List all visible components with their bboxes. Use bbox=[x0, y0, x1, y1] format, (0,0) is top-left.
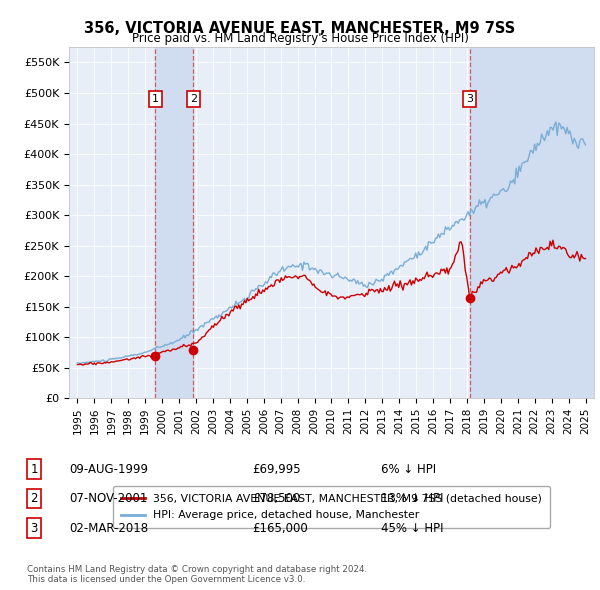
Text: 3: 3 bbox=[31, 522, 38, 535]
Text: 09-AUG-1999: 09-AUG-1999 bbox=[69, 463, 148, 476]
Text: 07-NOV-2001: 07-NOV-2001 bbox=[69, 492, 148, 505]
Bar bbox=[470, 47, 594, 398]
Text: 6% ↓ HPI: 6% ↓ HPI bbox=[381, 463, 436, 476]
Text: 1: 1 bbox=[152, 94, 159, 104]
Text: 2: 2 bbox=[190, 94, 197, 104]
Text: 1: 1 bbox=[31, 463, 38, 476]
Text: £69,995: £69,995 bbox=[252, 463, 301, 476]
Text: Contains HM Land Registry data © Crown copyright and database right 2024.
This d: Contains HM Land Registry data © Crown c… bbox=[27, 565, 367, 584]
Text: 13% ↓ HPI: 13% ↓ HPI bbox=[381, 492, 443, 505]
Text: 2: 2 bbox=[31, 492, 38, 505]
Legend: 356, VICTORIA AVENUE EAST, MANCHESTER, M9 7SS (detached house), HPI: Average pri: 356, VICTORIA AVENUE EAST, MANCHESTER, M… bbox=[113, 486, 550, 528]
Text: £78,500: £78,500 bbox=[252, 492, 300, 505]
Text: £165,000: £165,000 bbox=[252, 522, 308, 535]
Text: Price paid vs. HM Land Registry's House Price Index (HPI): Price paid vs. HM Land Registry's House … bbox=[131, 32, 469, 45]
Text: 45% ↓ HPI: 45% ↓ HPI bbox=[381, 522, 443, 535]
Bar bbox=[155, 47, 193, 398]
Text: 356, VICTORIA AVENUE EAST, MANCHESTER, M9 7SS: 356, VICTORIA AVENUE EAST, MANCHESTER, M… bbox=[85, 21, 515, 35]
Text: 02-MAR-2018: 02-MAR-2018 bbox=[69, 522, 148, 535]
Text: 3: 3 bbox=[466, 94, 473, 104]
